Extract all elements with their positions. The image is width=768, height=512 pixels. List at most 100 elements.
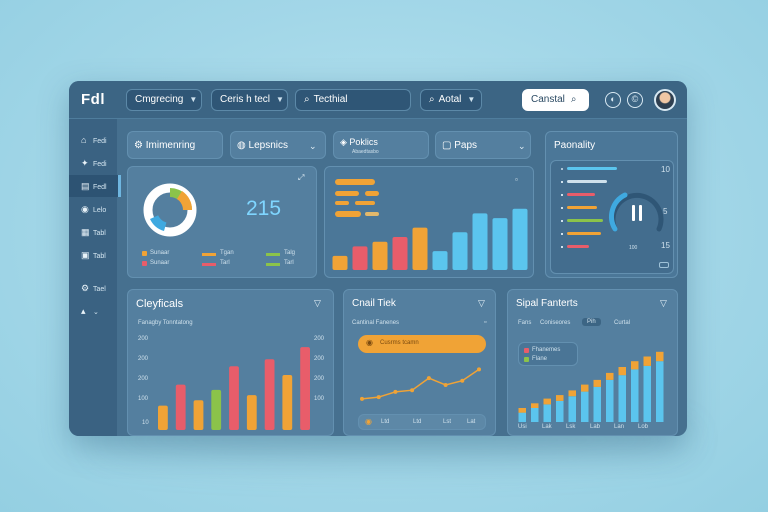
chart-bar — [211, 389, 222, 430]
chart-bar — [282, 375, 293, 430]
bullet — [561, 220, 563, 222]
chart-bar — [352, 246, 368, 270]
sidebar-item-dashboard[interactable]: ▤ Fedl — [69, 175, 121, 197]
settings-icon[interactable]: © — [627, 92, 643, 108]
search-icon: ⌕ — [429, 94, 435, 105]
chart-bar — [556, 395, 564, 401]
metric-bar — [567, 167, 617, 170]
pipeline-bar-chart — [332, 208, 528, 270]
sidebar-item-label: Tabl — [93, 230, 106, 237]
gear-icon: ⚙ — [81, 283, 90, 293]
globe-icon: ◍ — [237, 140, 249, 151]
tab-coniseores[interactable]: Coniseores — [540, 320, 571, 326]
chevron-down-icon: ▼ — [467, 95, 476, 104]
search-input[interactable]: ⌕ Tecthial — [295, 89, 411, 111]
chart-point — [376, 395, 381, 400]
chart-icon: ✦ — [81, 158, 89, 168]
chart-bar — [193, 400, 204, 430]
home-icon: ⌂ — [81, 135, 87, 145]
bullet — [561, 194, 563, 196]
chevron-down-icon[interactable]: ▽ — [478, 298, 485, 308]
gauge-label: 100 — [629, 245, 638, 251]
grid-icon: ▤ — [81, 181, 90, 191]
sidebar-item-calendar[interactable]: ▣ Tabl — [69, 244, 117, 266]
sidebar-item-tables[interactable]: ▦ Tabl — [69, 221, 117, 243]
app-logo: Fdl — [81, 91, 105, 108]
task-panel: Cnail Tiek ▽ Cantinal Fanenes ▫ ◉ Cusrms… — [343, 289, 496, 436]
chart-bar — [656, 361, 664, 422]
sidebar-collapse[interactable]: ▴ ⌄ — [69, 300, 117, 322]
chart-bar — [158, 405, 168, 430]
total-dropdown[interactable]: ⌕ Aotal ▼ — [420, 89, 482, 111]
chart-bar — [593, 386, 601, 422]
legend-label: Tgan — [220, 250, 234, 256]
filter-chip-3-label: ◈ Poklics — [340, 137, 378, 148]
chart-bar — [472, 213, 488, 270]
x-label: Lan — [614, 424, 625, 430]
tab-curtal[interactable]: Curtal — [614, 320, 631, 326]
chart-bar — [452, 232, 468, 270]
graphicals-panel: Cleyficals ▽ Fanagby Tonntatong 200 200 … — [127, 289, 334, 436]
series-dropdown[interactable]: Ceris h tecl ▼ — [211, 89, 288, 111]
filter-chip-3[interactable]: ◈ Poklics Abaedtasbo — [333, 131, 429, 159]
task-title: Cnail Tiek — [352, 298, 396, 309]
filter-label: Poklics — [349, 137, 378, 147]
chart-point — [460, 378, 465, 383]
y-tick: 200 — [138, 336, 149, 342]
chart-point — [360, 396, 364, 401]
category-dropdown[interactable]: Cmgrecing ▼ — [126, 89, 202, 111]
pipeline-bar — [365, 212, 379, 216]
sidebar-item-charts[interactable]: ✦ Fedi — [69, 152, 117, 174]
bullet — [561, 246, 563, 248]
task-highlight-bar[interactable]: ◉ Cusrms tcamn — [358, 335, 486, 353]
chart-bar — [512, 208, 528, 270]
menu-icon[interactable]: ▫ — [515, 175, 518, 184]
chevron-down-icon[interactable]: ▽ — [660, 298, 667, 308]
legend-swatch — [142, 261, 147, 266]
y-tick-right: 100 — [314, 396, 325, 402]
y-tick: 200 — [138, 376, 149, 382]
users-icon: ◉ — [81, 204, 89, 214]
pipeline-bar — [335, 211, 361, 217]
filter-chip-1-label: ⚙ Imimenring — [134, 140, 195, 151]
legend-label: Talg — [284, 250, 296, 256]
filter-chip-1[interactable]: ⚙ Imimenring — [127, 131, 223, 159]
sidebar-item-settings[interactable]: ⚙ Tael — [69, 277, 117, 299]
bullet — [561, 207, 563, 209]
x-label: Lob — [638, 424, 649, 430]
gear-icon: ⚙ — [134, 140, 146, 151]
category-dropdown-label: Cmgrecing — [135, 94, 184, 105]
sidebar-item-home[interactable]: ⌂ Fedi — [69, 129, 117, 151]
chevron-down-icon: ⌄ — [93, 309, 99, 316]
resize-icon[interactable] — [659, 262, 669, 268]
search-icon: ⌕ — [570, 94, 577, 105]
task-footer: ◉ Ltd Ltd Lst Lat — [358, 414, 486, 430]
sidebar-item-users[interactable]: ◉ Lelo — [69, 198, 117, 220]
chart-bar — [581, 391, 589, 422]
y-tick: 200 — [138, 356, 149, 362]
chart-bar — [492, 218, 508, 270]
kpi-panel: 215 ⤢ Sunaar Tgan Talg Sunaar Tarl Tarl — [127, 166, 317, 278]
filter-chip-4-label: ▢ Paps — [442, 140, 477, 151]
metric-bar — [567, 180, 607, 183]
theme-icon[interactable]: ◐ — [605, 92, 621, 108]
avatar[interactable] — [654, 89, 676, 111]
dashboard-window: Fdl Cmgrecing ▼ Ceris h tecl ▼ ⌕ Tecthial ⌕… — [69, 81, 687, 436]
graphicals-subtitle: Fanagby Tonntatong — [138, 320, 193, 326]
tab-pih[interactable]: Pih — [582, 318, 601, 326]
global-search-input[interactable]: Canstal ⌕ — [522, 89, 589, 111]
graphicals-title: Cleyficals — [136, 298, 184, 310]
chart-bar — [543, 398, 551, 405]
search-icon: ⌕ — [304, 94, 310, 105]
filter-chip-4[interactable]: ▢ Paps ⌄ — [435, 131, 531, 159]
filter-chip-2-label: ◍ Lepsnics — [237, 140, 288, 151]
legend-label: Sunaar — [150, 250, 170, 256]
expand-icon[interactable]: ⤢ — [298, 173, 305, 182]
chevron-down-icon[interactable]: ▽ — [314, 298, 321, 308]
tab-fans[interactable]: Fans — [518, 320, 532, 326]
filter-chip-2[interactable]: ◍ Lepsnics ⌄ — [230, 131, 326, 159]
menu-icon[interactable]: ▫ — [484, 319, 487, 326]
chart-bar — [531, 408, 539, 422]
pipeline-panel: ▫ — [324, 166, 534, 278]
metric-bar — [567, 193, 595, 196]
